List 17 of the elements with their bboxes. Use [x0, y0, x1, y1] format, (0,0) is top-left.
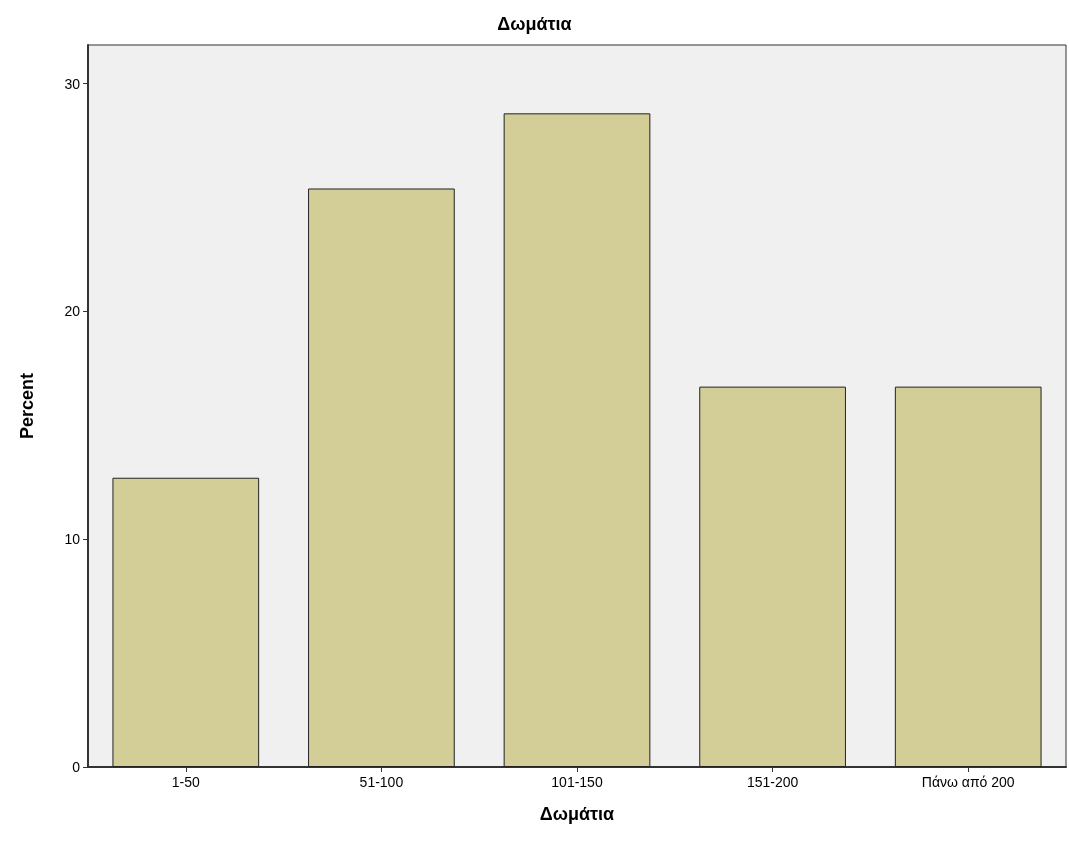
y-tick-label: 30 — [64, 75, 81, 92]
x-tick-label: 151-200 — [746, 774, 799, 790]
x-axis-title: Δωμάτια — [539, 804, 615, 824]
y-axis-title: Percent — [17, 372, 37, 440]
chart-title: Δωμάτια — [497, 14, 572, 34]
x-tick-label: 101-150 — [551, 774, 603, 790]
bar — [503, 113, 651, 767]
bar — [699, 386, 846, 767]
bar — [308, 188, 455, 767]
x-tick-label: Πάνω από 200 — [921, 774, 1015, 790]
y-tick-label: 0 — [72, 759, 81, 775]
bar — [112, 477, 260, 767]
y-tick-label: 20 — [64, 303, 81, 320]
x-tick-label: 51-100 — [359, 774, 404, 790]
y-tick-label: 10 — [64, 531, 81, 548]
bar — [894, 386, 1042, 767]
x-tick-label: 1-50 — [171, 774, 201, 790]
